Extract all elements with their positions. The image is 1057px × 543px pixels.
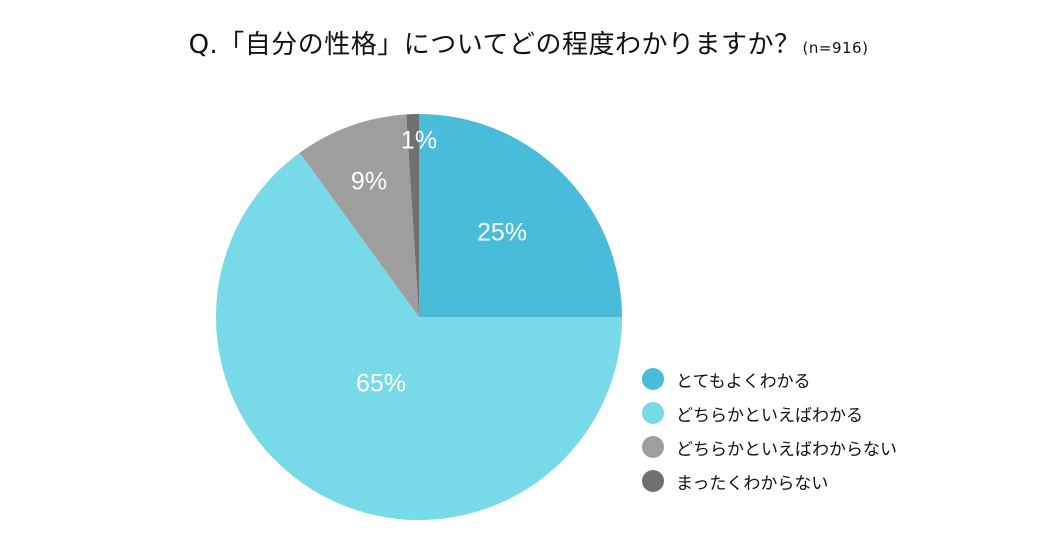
pie-slices	[216, 114, 622, 521]
pie-slice-label: 9%	[351, 168, 387, 196]
legend-swatch	[642, 470, 664, 492]
legend-item: どちらかといえばわかる	[642, 396, 897, 430]
legend-swatch	[642, 402, 664, 424]
legend-item: まったくわからない	[642, 464, 897, 498]
legend: とてもよくわかる どちらかといえばわかる どちらかといえばわからない まったくわ…	[642, 362, 897, 498]
legend-label: まったくわからない	[676, 473, 829, 494]
legend-item: とてもよくわかる	[642, 362, 897, 396]
pie-slice-label: 25%	[477, 219, 527, 247]
legend-item: どちらかといえばわからない	[642, 430, 897, 464]
pie-labels: 25% 65% 9% 1%	[351, 127, 527, 398]
pie-slice	[406, 114, 419, 317]
pie-slice-label: 1%	[401, 127, 437, 155]
legend-swatch	[642, 368, 664, 390]
sample-size: (n=916)	[802, 39, 869, 57]
chart-title: Q.「自分の性格」についてどの程度わかりますか？ (n=916)	[0, 24, 1057, 61]
pie-slice	[419, 114, 622, 317]
legend-label: どちらかといえばわからない	[676, 439, 897, 460]
pie-slice	[216, 152, 622, 521]
legend-label: どちらかといえばわかる	[676, 405, 863, 426]
legend-label: とてもよくわかる	[676, 371, 811, 392]
legend-swatch	[642, 436, 664, 458]
chart-title-main: Q.「自分の性格」についてどの程度わかりますか？	[188, 30, 801, 60]
pie-slice-label: 65%	[356, 370, 406, 398]
pie-slice	[299, 114, 419, 317]
